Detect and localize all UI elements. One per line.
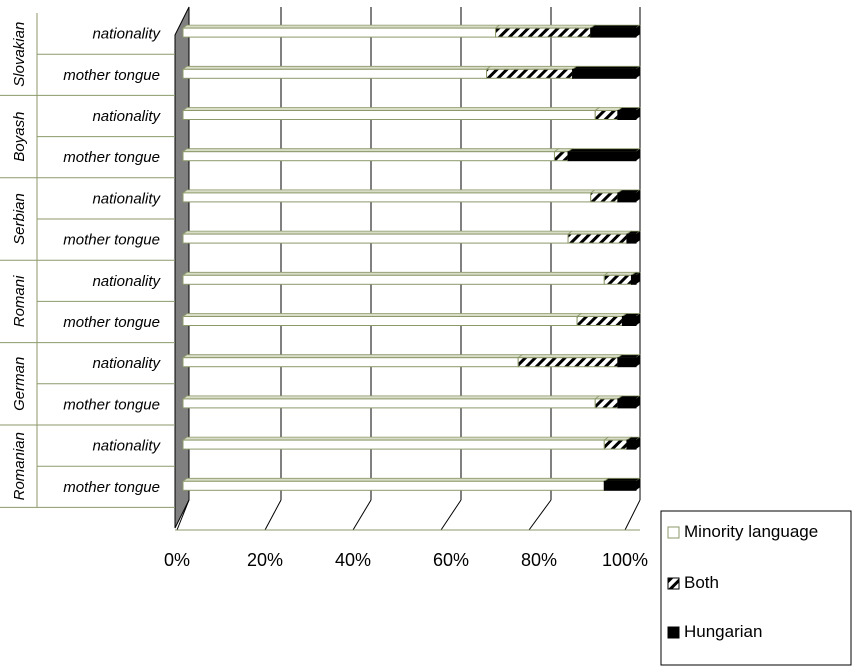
bar-segment-hungarian <box>572 68 637 79</box>
floor-gridline <box>440 499 462 531</box>
category-label: mother tongue <box>63 149 160 166</box>
chart-wall <box>174 6 190 529</box>
floor-gridline <box>352 499 372 531</box>
category-label: nationality <box>92 190 161 207</box>
bar-segment-hungarian <box>567 151 637 162</box>
bar-segment-minority-language <box>182 274 605 285</box>
group-label: Serbian <box>11 193 28 245</box>
bar-segment-hungarian <box>626 439 637 450</box>
bar-segment-hungarian <box>617 110 637 120</box>
group-label: Slovakian <box>11 22 28 87</box>
bar-end-cap <box>636 189 640 202</box>
floor-gridline <box>528 499 552 531</box>
bar-segment-hungarian <box>617 192 637 203</box>
bar-segment-both <box>517 357 619 368</box>
group-label: Romanian <box>11 432 28 500</box>
category-label: nationality <box>92 355 161 372</box>
category-label: mother tongue <box>63 396 160 413</box>
bar-end-cap <box>636 437 640 450</box>
category-label: nationality <box>92 26 161 43</box>
bar-segment-minority-language <box>182 27 497 38</box>
group-label: Boyash <box>11 112 28 162</box>
bar-segment-both <box>603 439 628 450</box>
x-tick-label: 20% <box>247 550 283 570</box>
bar-segment-both <box>486 68 574 79</box>
bar-segment-both <box>576 316 623 326</box>
category-label: mother tongue <box>63 479 160 496</box>
bar-segment-hungarian <box>603 480 637 491</box>
bar-segment-both <box>594 398 619 409</box>
category-label: nationality <box>92 108 161 125</box>
bar-end-cap <box>636 395 640 408</box>
bar-segment-both <box>553 151 569 162</box>
legend-box <box>660 510 852 666</box>
bar-segment-minority-language <box>182 192 592 203</box>
bar-end-cap <box>636 25 640 38</box>
bar-segment-minority-language <box>182 110 596 120</box>
legend-entry: Minority language <box>684 522 818 541</box>
bar-segment-both <box>594 110 619 120</box>
bar-segment-minority-language <box>182 357 519 368</box>
bar-segment-both <box>603 274 632 285</box>
x-tick-label: 60% <box>433 550 469 570</box>
category-label: nationality <box>92 438 161 455</box>
bar-segment-hungarian <box>621 316 637 326</box>
bar-segment-minority-language <box>182 439 605 450</box>
bar-segment-hungarian <box>630 274 637 285</box>
bar-end-cap <box>636 478 640 491</box>
bar-segment-minority-language <box>182 233 569 244</box>
bar-segment-minority-language <box>182 480 605 491</box>
bar-segment-minority-language <box>182 316 578 326</box>
legend-entry: Hungarian <box>684 622 762 641</box>
category-label: nationality <box>92 273 161 290</box>
bar-end-cap <box>636 107 640 120</box>
bar-segment-minority-language <box>182 68 488 79</box>
legend-swatch <box>667 626 680 639</box>
category-label: mother tongue <box>63 67 160 84</box>
bar-end-cap <box>636 66 640 79</box>
bar-end-cap <box>636 231 640 244</box>
category-label: mother tongue <box>63 232 160 249</box>
floor-gridline <box>264 499 282 531</box>
bar-end-cap <box>636 272 640 285</box>
legend-swatch <box>667 577 680 590</box>
bar-segment-minority-language <box>182 151 555 162</box>
legend-swatch <box>667 526 680 539</box>
bar-end-cap <box>636 148 640 161</box>
bar-segment-hungarian <box>617 398 637 409</box>
bar-segment-hungarian <box>590 27 637 38</box>
group-label: Romani <box>11 275 28 327</box>
group-label: German <box>11 357 28 411</box>
bar-segment-hungarian <box>617 357 637 368</box>
bar-end-cap <box>636 354 640 367</box>
bar-segment-both <box>567 233 628 244</box>
legend-entry: Both <box>684 573 719 592</box>
category-label: mother tongue <box>63 314 160 331</box>
bar-end-cap <box>636 313 640 326</box>
bar-segment-hungarian <box>626 233 637 244</box>
x-tick-label: 0% <box>164 550 190 570</box>
x-tick-label: 100% <box>602 550 648 570</box>
x-tick-label: 40% <box>335 550 371 570</box>
floor-gridline <box>624 499 641 531</box>
floor-gridline <box>176 499 190 531</box>
bar-segment-both <box>590 192 619 203</box>
bar-segment-minority-language <box>182 398 596 409</box>
bar-segment-both <box>495 27 592 38</box>
x-tick-label: 80% <box>521 550 557 570</box>
